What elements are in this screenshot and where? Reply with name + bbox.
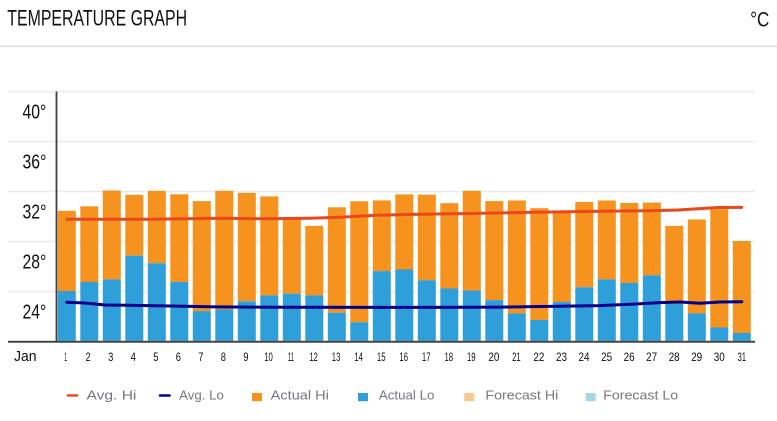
svg-text:21: 21 — [512, 350, 521, 364]
svg-text:28°: 28° — [23, 250, 47, 273]
svg-text:Forecast Hi: Forecast Hi — [485, 387, 558, 402]
svg-text:8: 8 — [221, 350, 226, 364]
svg-text:19: 19 — [467, 350, 476, 364]
svg-text:10: 10 — [264, 350, 273, 364]
svg-text:40°: 40° — [23, 100, 47, 123]
svg-text:12: 12 — [309, 350, 318, 364]
svg-text:5: 5 — [153, 350, 158, 364]
svg-text:6: 6 — [176, 350, 181, 364]
svg-text:Avg. Hi: Avg. Hi — [87, 387, 137, 402]
svg-text:14: 14 — [354, 350, 363, 364]
svg-text:24: 24 — [579, 350, 590, 364]
svg-text:28: 28 — [669, 350, 680, 364]
svg-text:11: 11 — [288, 350, 294, 364]
svg-text:Forecast Lo: Forecast Lo — [603, 387, 678, 402]
svg-text:15: 15 — [377, 350, 386, 364]
svg-text:TEMPERATURE GRAPH: TEMPERATURE GRAPH — [7, 5, 187, 30]
svg-text:31: 31 — [738, 350, 747, 364]
svg-text:°C: °C — [750, 7, 769, 31]
svg-text:18: 18 — [445, 350, 454, 364]
svg-text:Actual Lo: Actual Lo — [379, 387, 435, 402]
svg-text:27: 27 — [646, 350, 657, 364]
svg-text:Actual Hi: Actual Hi — [271, 387, 329, 402]
svg-text:1: 1 — [64, 350, 67, 364]
svg-text:7: 7 — [198, 350, 203, 364]
svg-text:Avg. Lo: Avg. Lo — [179, 387, 224, 402]
svg-text:30: 30 — [714, 350, 725, 364]
svg-text:3: 3 — [108, 350, 113, 364]
svg-text:Jan: Jan — [14, 349, 37, 365]
svg-text:32°: 32° — [23, 200, 47, 223]
svg-text:2: 2 — [86, 350, 91, 364]
svg-text:25: 25 — [601, 350, 612, 364]
svg-text:22: 22 — [533, 350, 544, 364]
svg-text:17: 17 — [422, 350, 431, 364]
svg-text:26: 26 — [624, 350, 635, 364]
svg-text:36°: 36° — [23, 150, 47, 173]
svg-text:29: 29 — [691, 350, 702, 364]
svg-text:20: 20 — [488, 350, 499, 364]
svg-text:13: 13 — [332, 350, 341, 364]
svg-text:9: 9 — [243, 350, 248, 364]
svg-text:4: 4 — [131, 350, 136, 364]
svg-text:16: 16 — [399, 350, 408, 364]
svg-text:24°: 24° — [23, 300, 47, 323]
svg-text:23: 23 — [556, 350, 567, 364]
